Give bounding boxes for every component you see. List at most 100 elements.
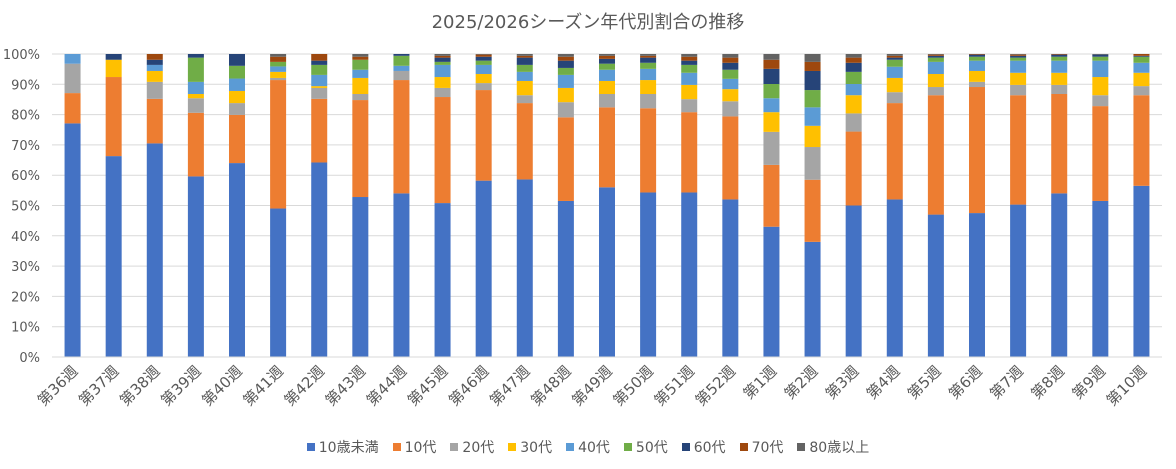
bar-segment bbox=[352, 197, 369, 357]
legend-item: 70代 bbox=[739, 437, 783, 457]
bar-segment bbox=[352, 56, 369, 60]
bar-segment bbox=[927, 57, 944, 62]
bar-segment bbox=[516, 64, 533, 72]
bar-segment bbox=[763, 54, 780, 60]
bar-segment bbox=[640, 54, 657, 56]
bar-segment bbox=[1010, 84, 1027, 96]
x-tick-label: 第45週 bbox=[404, 362, 451, 409]
bar-segment bbox=[845, 62, 862, 72]
x-tick-label: 第6週 bbox=[945, 362, 986, 403]
bar-segment bbox=[969, 54, 985, 55]
x-tick-label: 第52週 bbox=[692, 362, 739, 409]
bar-segment bbox=[763, 164, 780, 227]
bar-segment bbox=[1092, 54, 1109, 57]
bar-segment bbox=[270, 71, 287, 78]
bar-segment bbox=[434, 57, 451, 62]
bar-segment bbox=[804, 179, 821, 242]
bar-segment bbox=[1051, 93, 1068, 194]
bar-segment bbox=[434, 87, 451, 98]
bar-segment bbox=[557, 67, 574, 75]
bar-segment bbox=[64, 63, 81, 94]
bar-segment bbox=[1092, 106, 1109, 201]
bar-segment bbox=[640, 68, 657, 81]
legend-item: 80歳以上 bbox=[797, 437, 869, 457]
bar-segment bbox=[475, 73, 492, 84]
legend-item: 40代 bbox=[566, 437, 610, 457]
bar-segment bbox=[352, 54, 369, 57]
bar-segment bbox=[845, 95, 862, 114]
bar-segment bbox=[229, 78, 245, 91]
bar-segment bbox=[845, 205, 862, 357]
bar-segment bbox=[845, 71, 862, 84]
x-tick-label: 第47週 bbox=[486, 362, 533, 409]
bar-segment bbox=[640, 62, 657, 69]
bar-segment bbox=[1010, 95, 1027, 205]
bar-segment bbox=[311, 86, 328, 88]
bar-segment bbox=[1051, 56, 1068, 61]
bar-segment bbox=[763, 68, 780, 84]
bar-segment bbox=[927, 54, 944, 56]
bar-segment bbox=[393, 54, 410, 56]
legend-label: 20代 bbox=[462, 440, 495, 456]
bar-segment bbox=[516, 103, 533, 180]
bar-segment bbox=[886, 66, 903, 78]
bar-segment bbox=[270, 66, 287, 72]
bar-segment bbox=[393, 80, 410, 194]
bar-segment bbox=[311, 162, 328, 357]
x-tick-label: 第48週 bbox=[527, 362, 574, 409]
bar-segment bbox=[969, 213, 985, 357]
y-tick-label: 40% bbox=[11, 230, 40, 245]
x-tick-label: 第1週 bbox=[740, 362, 781, 403]
bar-segment bbox=[1051, 84, 1068, 94]
bar-segment bbox=[229, 90, 245, 104]
bar-segment bbox=[311, 64, 328, 75]
x-tick-label: 第46週 bbox=[445, 362, 492, 409]
bar-segment bbox=[969, 56, 985, 61]
bar-segment bbox=[681, 56, 698, 61]
bar-segment bbox=[64, 54, 81, 64]
x-tick-label: 第49週 bbox=[568, 362, 615, 409]
bar-segment bbox=[146, 143, 163, 357]
bar-segment bbox=[270, 208, 287, 357]
y-tick-label: 20% bbox=[11, 290, 40, 305]
x-tick-label: 第5週 bbox=[904, 362, 945, 403]
bar-segment bbox=[845, 57, 862, 63]
x-tick-label: 第43週 bbox=[322, 362, 369, 409]
bar-segment bbox=[393, 55, 410, 66]
bar-segment bbox=[475, 60, 492, 65]
bar-segment bbox=[475, 83, 492, 91]
bar-segment bbox=[1010, 204, 1027, 357]
bar-segment bbox=[393, 65, 410, 71]
bar-segment bbox=[146, 70, 163, 82]
bar-segment bbox=[557, 54, 574, 57]
bar-segment bbox=[599, 63, 615, 70]
bar-segment bbox=[599, 55, 615, 59]
bar-segment bbox=[640, 55, 657, 58]
bar-segment bbox=[722, 101, 739, 117]
bar-segment bbox=[969, 54, 985, 57]
bar-segment bbox=[352, 59, 369, 70]
bar-segment bbox=[352, 93, 369, 101]
bar-segment bbox=[599, 80, 615, 94]
x-tick-label: 第10週 bbox=[1103, 362, 1150, 409]
bar-segment bbox=[681, 60, 698, 65]
bar-segment bbox=[722, 89, 739, 102]
legend-swatch bbox=[392, 443, 401, 451]
bar-segment bbox=[434, 203, 451, 357]
bar-segment bbox=[969, 81, 985, 88]
legend-item: 30代 bbox=[508, 437, 552, 457]
legend-label: 30代 bbox=[520, 440, 553, 456]
bar-segment bbox=[804, 70, 821, 91]
bar-segment bbox=[722, 62, 739, 70]
bar-segment bbox=[969, 60, 985, 71]
bar-segment bbox=[681, 72, 698, 85]
bar-segment bbox=[886, 59, 903, 67]
bar-segment bbox=[146, 64, 163, 71]
bar-segment bbox=[969, 87, 985, 214]
bar-segment bbox=[804, 107, 821, 126]
bar-segment bbox=[927, 54, 944, 55]
bar-segment bbox=[1133, 72, 1150, 87]
bar-segment bbox=[434, 77, 451, 88]
x-tick-label: 第38週 bbox=[116, 362, 163, 409]
